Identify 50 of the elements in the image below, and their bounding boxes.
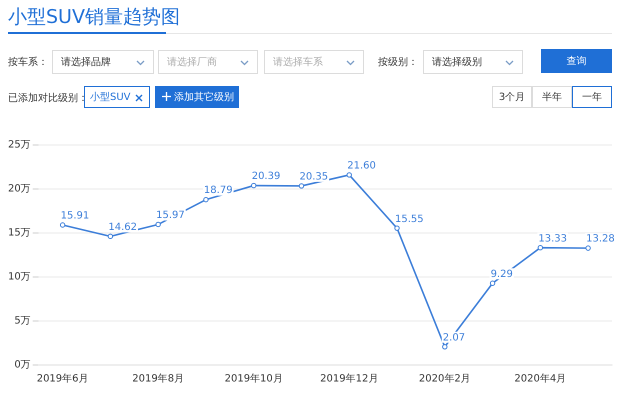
y-tick-label: 20万 [8,184,31,195]
x-tick-label: 2019年10月 [224,372,283,385]
x-tick-label: 2019年6月 [36,372,89,385]
point [298,183,304,189]
text: 3个月 [498,91,526,104]
point [538,244,544,250]
point [203,196,209,202]
text: 一年 [582,91,602,104]
text: 查询 [566,54,586,68]
data-label: 15.97 [156,210,185,222]
text: 按车系： [8,56,48,69]
chart-title: 小型SUV销量趋势图 [8,5,180,30]
point [108,234,114,240]
data-label: 13.33 [538,233,567,244]
text: 请选择级别 [432,56,482,69]
point [585,245,591,251]
y-tick-label: 5万 [14,316,31,327]
text: 已添加对比级别： [8,92,88,105]
text: 小型SUV [90,90,131,104]
data-label: 20.39 [252,171,280,182]
point [60,222,66,228]
data-label: 20.35 [299,172,328,183]
text: 请选择车系 [273,56,323,69]
text: 半年 [542,90,562,104]
text: 添加其它级别 [174,90,234,104]
point [442,344,448,350]
text: 请选择品牌 [61,56,111,69]
data-label: 2.07 [442,332,466,344]
data-label: 18.79 [204,185,233,196]
data-label: 14.62 [108,222,138,233]
x-tick-label: 2020年4月 [514,372,566,385]
point [490,280,496,286]
text: 按级别： [378,56,418,69]
data-label: 15.91 [60,210,90,222]
x-tick-label: 2019年12月 [320,372,378,385]
y-tick-label: 0万 [14,360,31,371]
data-label: 13.28 [586,234,615,245]
y-tick-label: 25万 [8,140,31,151]
x-tick-label: 2020年2月 [418,372,471,385]
point [155,222,161,228]
point [346,172,352,178]
data-label: 21.60 [347,160,376,172]
data-label: 9.29 [490,268,513,280]
point [251,182,256,188]
point [394,225,400,231]
y-tick-label: 15万 [8,228,31,239]
data-label: 15.55 [395,214,424,225]
x-tick-label: 2019年8月 [132,372,184,385]
y-tick-label: 10万 [8,272,31,283]
text: 请选择厂商 [167,56,217,69]
